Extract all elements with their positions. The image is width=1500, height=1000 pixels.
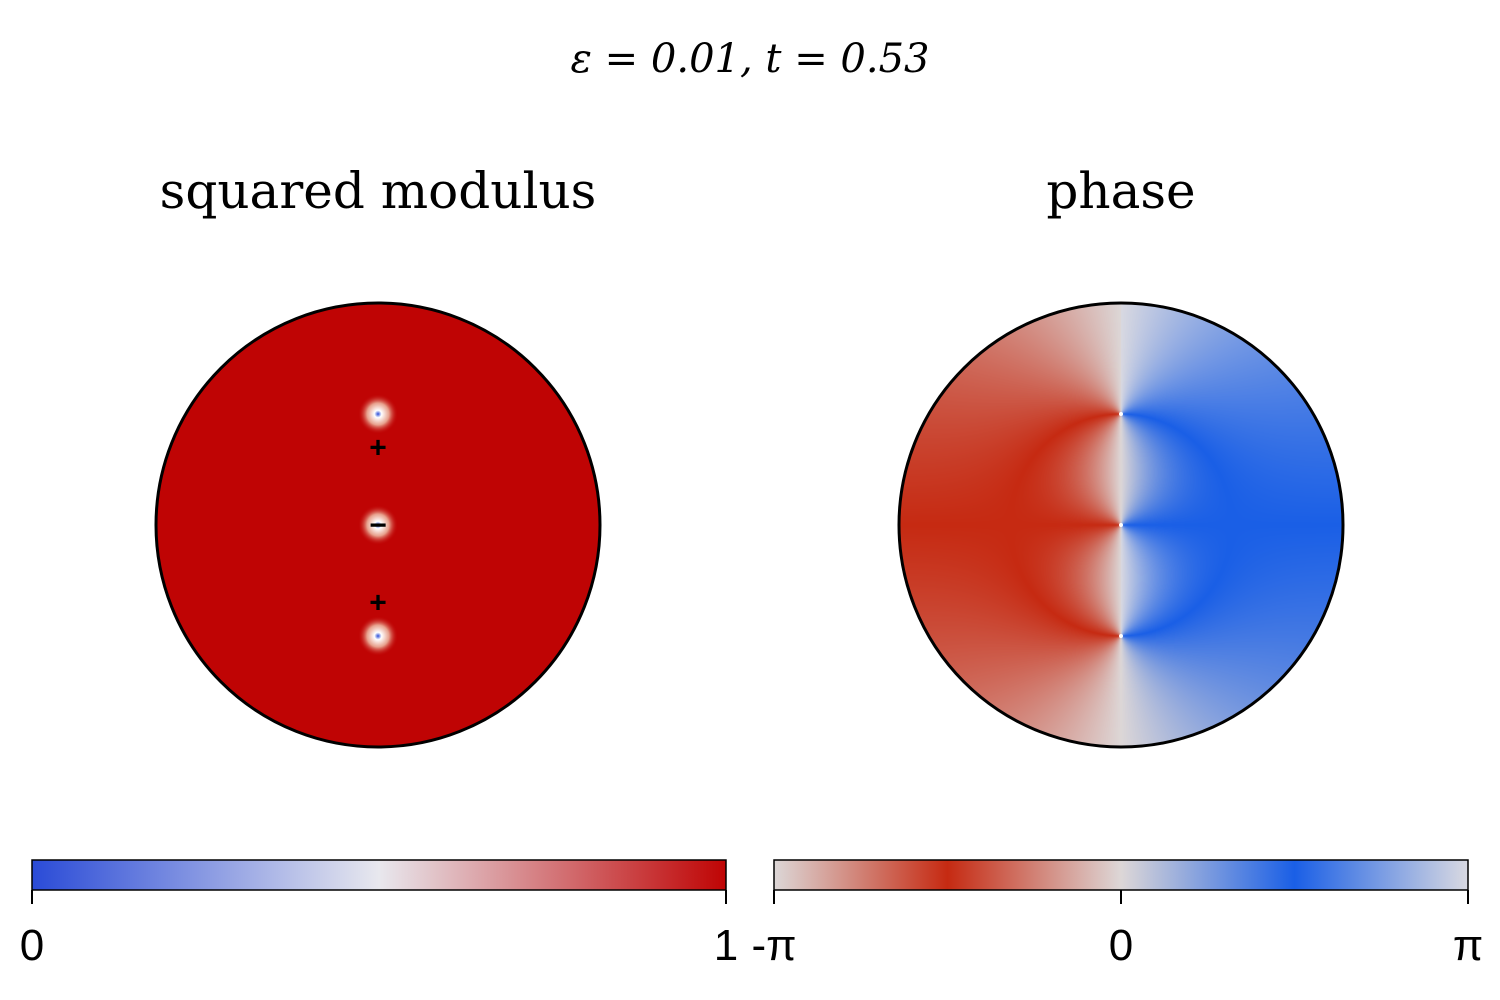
phase-vortex-point [1119, 523, 1123, 527]
modulus-disk-outline [154, 301, 602, 749]
modulus-colorbar [31, 859, 727, 891]
modulus-colorbar-tick-label: 0 [20, 921, 44, 970]
modulus-charge-marker: + [369, 431, 387, 464]
phase-colorbar-tick-label: 0 [1109, 921, 1133, 970]
modulus-vortex-core [358, 394, 398, 434]
phase-disk-outline [897, 301, 1345, 749]
phase-panel-title: phase [1046, 162, 1195, 220]
phase-colorbar-tick-label: -π [751, 921, 796, 970]
modulus-colorbar-tick-label: 1 [714, 921, 738, 970]
modulus-panel-title: squared modulus [160, 162, 597, 220]
modulus-charge-marker: + [369, 587, 387, 620]
phase-colorbar [773, 859, 1469, 891]
modulus-heatmap: + − + [154, 301, 602, 749]
phase-vortex-point [1119, 634, 1123, 638]
modulus-vortex-core [358, 505, 398, 545]
phase-colorbar-tick-label: π [1453, 921, 1483, 970]
phase-heatmap [897, 301, 1345, 749]
modulus-charge-marker: − [369, 509, 387, 542]
modulus-vortex-core [358, 616, 398, 656]
phase-vortex-point [1119, 412, 1123, 416]
figure-title: ε = 0.01, t = 0.53 [571, 36, 930, 82]
